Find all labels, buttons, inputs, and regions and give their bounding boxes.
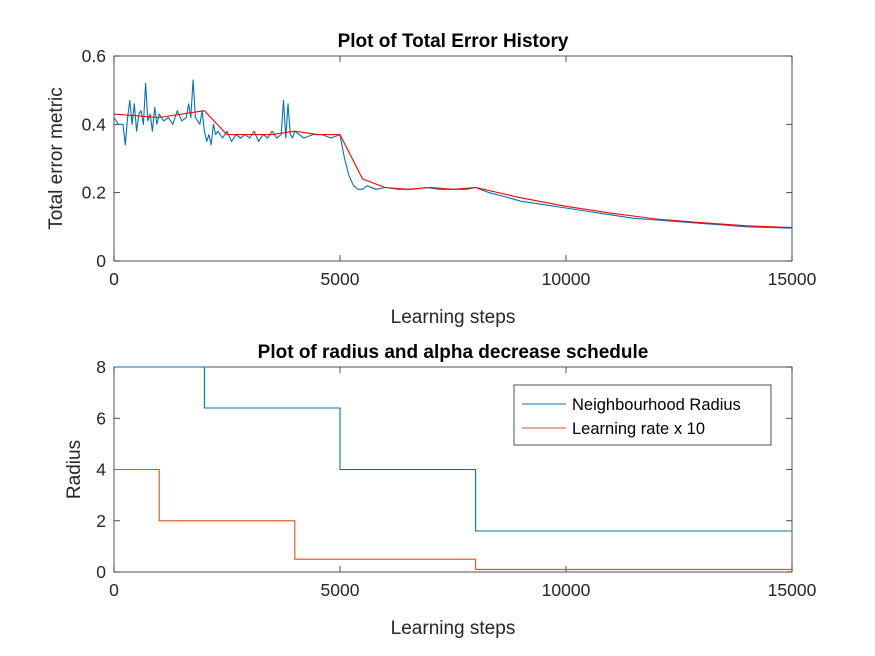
y-tick-label: 6	[96, 408, 106, 428]
y-tick-label: 0.6	[82, 46, 106, 66]
x-tick-label: 10000	[542, 269, 591, 289]
radius-schedule-chart: 0 5000 10000 15000 0 2 4 6 8 Plot of radius and a…	[64, 342, 817, 639]
chart-title: Plot of Total Error History	[338, 31, 569, 52]
y-tick-label: 0.4	[82, 114, 107, 134]
x-axis-label: Learning steps	[391, 618, 516, 639]
legend-box	[513, 384, 772, 446]
x-axis-label: Learning steps	[391, 307, 516, 328]
error-history-chart: 0 5000 10000 15000 0 0.2 0.4 0.6 Plot of Total E…	[46, 31, 817, 328]
x-tick-label: 15000	[768, 269, 817, 289]
plot-area	[113, 55, 793, 262]
chart-title: Plot of radius and alpha decrease schedu…	[258, 342, 649, 363]
series-line-2	[113, 110, 793, 229]
x-tick-label: 0	[109, 580, 119, 600]
x-tick-label: 5000	[321, 580, 360, 600]
series-line-1	[114, 366, 792, 532]
y-axis-label: Total error metric	[46, 87, 67, 230]
y-tick-label: 4	[96, 460, 106, 480]
y-axis-label: Radius	[64, 440, 85, 499]
x-tick-label: 5000	[321, 269, 360, 289]
x-tick-label: 10000	[542, 580, 591, 600]
legend-label-1: Neighbourhood Radius	[572, 396, 741, 414]
series-line-2	[114, 468, 792, 570]
y-tick-label: 0	[96, 562, 106, 582]
x-tick-label: 0	[109, 269, 119, 289]
legend-label-2: Learning rate x 10	[572, 420, 705, 438]
series-line-1	[113, 79, 793, 229]
y-tick-label: 2	[96, 511, 106, 531]
y-tick-label: 8	[96, 357, 106, 377]
y-tick-label: 0.2	[82, 183, 106, 203]
x-tick-label: 15000	[768, 580, 817, 600]
y-tick-label: 0	[96, 251, 106, 271]
